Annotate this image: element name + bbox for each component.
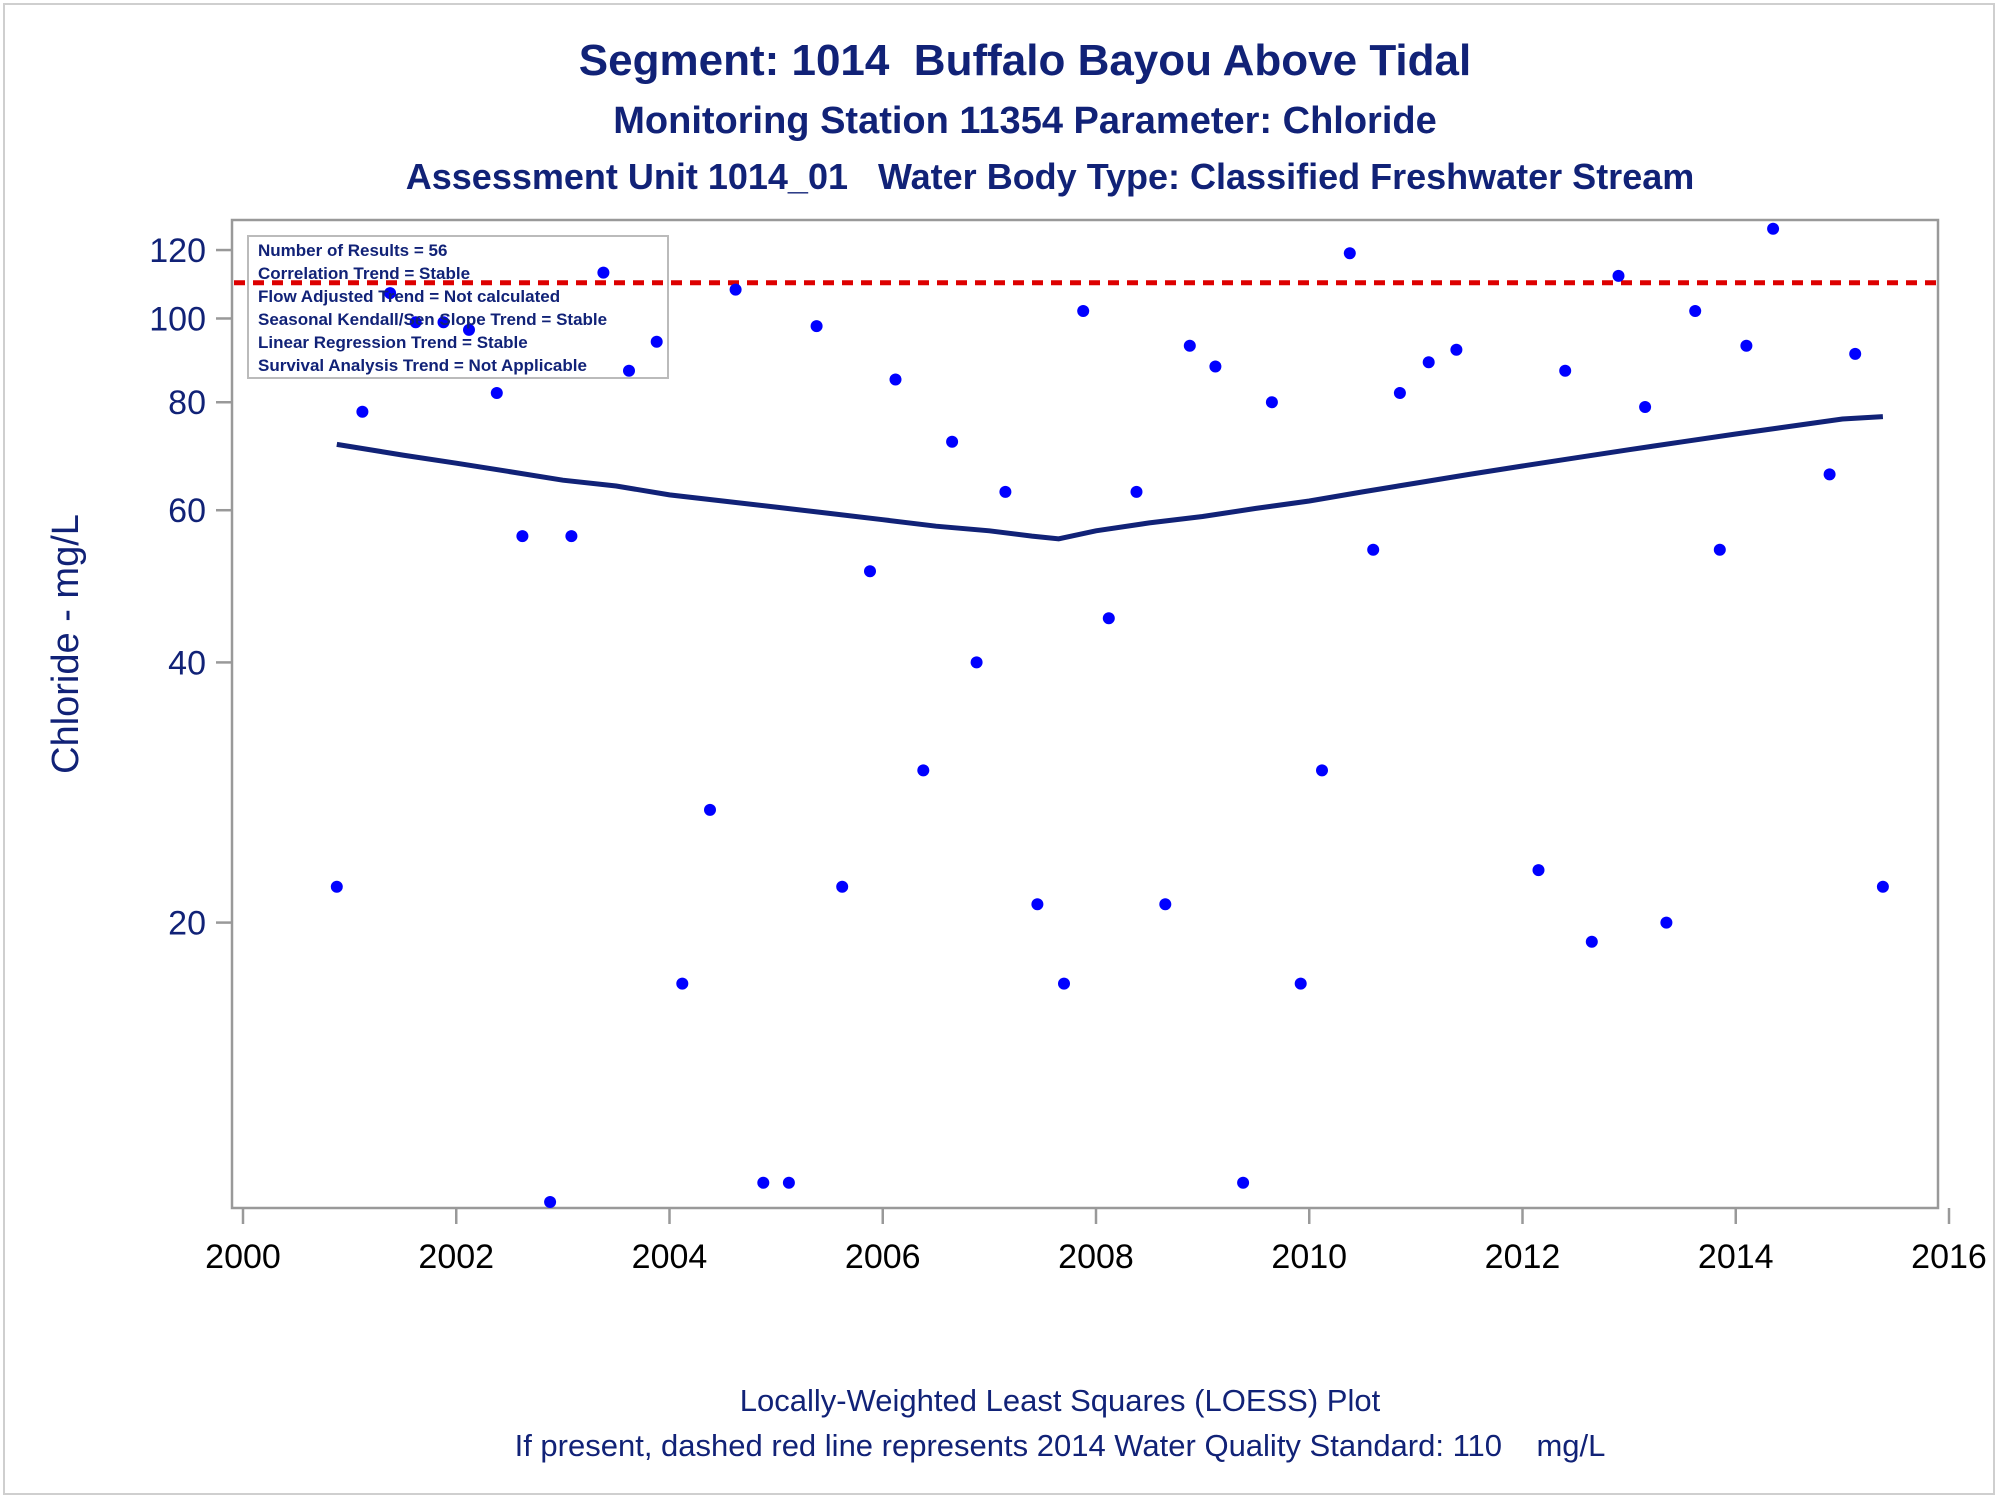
data-point xyxy=(782,1176,795,1189)
data-point xyxy=(946,435,959,448)
data-point xyxy=(1876,880,1889,893)
data-point xyxy=(650,335,663,348)
chart-subtitle-assessment: Assessment Unit 1014_01 Water Body Type:… xyxy=(405,156,1695,197)
trend-summary-line: Correlation Trend = Stable xyxy=(258,264,470,283)
data-point xyxy=(1612,269,1625,282)
footer-plot-type: Locally-Weighted Least Squares (LOESS) P… xyxy=(739,1383,1381,1418)
data-point xyxy=(1393,387,1406,399)
y-tick-label: 60 xyxy=(168,492,206,530)
y-tick-label: 20 xyxy=(168,905,206,943)
data-point xyxy=(1849,347,1862,360)
x-tick-label: 2010 xyxy=(1271,1238,1347,1276)
x-tick-label: 2006 xyxy=(845,1238,921,1276)
trend-summary-box: Number of Results = 56 Correlation Trend … xyxy=(247,235,669,379)
y-axis: 20 40 60 80 100 120 xyxy=(149,232,232,943)
data-point xyxy=(437,316,450,329)
loess-line xyxy=(336,414,1884,542)
data-point xyxy=(1130,485,1143,498)
data-point xyxy=(409,316,422,329)
chart-title: Segment: 1014 Buffalo Bayou Above Tidal xyxy=(578,36,1472,85)
data-point xyxy=(729,283,742,296)
trend-summary-line: Seasonal Kendall/Sen Slope Trend = Stabl… xyxy=(258,310,607,329)
data-point xyxy=(810,320,823,333)
x-tick-label: 2012 xyxy=(1485,1238,1561,1276)
data-point xyxy=(1823,468,1836,481)
data-point xyxy=(836,880,849,893)
y-tick-label: 40 xyxy=(168,644,206,682)
data-point xyxy=(970,656,983,669)
data-point xyxy=(1450,343,1463,356)
data-point xyxy=(384,287,397,300)
trend-summary-line: Survival Analysis Trend = Not Applicable xyxy=(258,356,587,375)
figure-frame xyxy=(3,3,1995,1495)
data-point xyxy=(623,364,635,377)
data-point xyxy=(1767,222,1780,235)
x-tick-label: 2016 xyxy=(1911,1238,1987,1276)
data-point xyxy=(516,530,529,543)
chart-subtitle-station: Monitoring Station 11354 Parameter: Chlo… xyxy=(613,100,1437,142)
data-point xyxy=(1532,864,1545,877)
data-point xyxy=(544,1196,557,1208)
x-axis: 2000 2002 2004 2006 2008 2010 2012 2014 2016 xyxy=(205,1208,1987,1276)
trend-summary-line: Linear Regression Trend = Stable xyxy=(258,333,528,352)
y-axis-label: Chloride - mg/L xyxy=(45,514,87,774)
data-point xyxy=(1209,360,1222,373)
data-point xyxy=(917,764,930,777)
footer-standard-note: If present, dashed red line represents 2… xyxy=(514,1428,1606,1463)
data-point xyxy=(463,323,475,336)
y-tick-label: 100 xyxy=(149,300,206,338)
data-point xyxy=(597,266,610,279)
data-point xyxy=(565,530,578,543)
data-point xyxy=(1559,364,1572,377)
data-point xyxy=(1585,935,1598,948)
data-point xyxy=(1422,356,1435,369)
data-point xyxy=(1660,916,1673,929)
data-point xyxy=(1183,339,1196,352)
data-point xyxy=(1294,977,1307,990)
data-point xyxy=(1639,401,1652,413)
data-point xyxy=(1740,339,1753,352)
data-point xyxy=(1058,977,1070,990)
data-point xyxy=(1159,898,1172,911)
data-point xyxy=(864,565,876,578)
data-point xyxy=(676,977,689,990)
data-point xyxy=(1713,543,1726,556)
data-point xyxy=(1343,247,1356,260)
x-tick-label: 2002 xyxy=(418,1238,494,1276)
data-point xyxy=(757,1176,770,1189)
data-point xyxy=(1102,612,1115,625)
x-tick-label: 2004 xyxy=(632,1238,708,1276)
data-point xyxy=(356,405,369,418)
trend-summary-line: Number of Results = 56 xyxy=(258,241,447,260)
data-point xyxy=(1031,898,1044,911)
data-point xyxy=(889,373,902,386)
data-point xyxy=(330,880,343,893)
data-point xyxy=(1265,396,1278,409)
data-point xyxy=(1237,1176,1250,1189)
x-tick-label: 2014 xyxy=(1698,1238,1774,1276)
y-tick-label: 80 xyxy=(168,384,206,422)
y-tick-label: 120 xyxy=(149,232,206,270)
plot-area xyxy=(230,218,1940,1210)
data-point xyxy=(490,387,503,399)
x-tick-label: 2008 xyxy=(1058,1238,1134,1276)
trend-summary-border xyxy=(247,235,669,379)
data-point xyxy=(1077,305,1090,317)
trend-summary-line: Flow Adjusted Trend = Not calculated xyxy=(258,287,560,306)
data-point xyxy=(999,485,1012,498)
data-points xyxy=(330,222,1889,1208)
data-point xyxy=(1689,305,1702,317)
data-point xyxy=(1367,543,1380,556)
data-point xyxy=(1316,764,1328,777)
x-tick-label: 2000 xyxy=(205,1238,281,1276)
data-point xyxy=(704,803,716,816)
